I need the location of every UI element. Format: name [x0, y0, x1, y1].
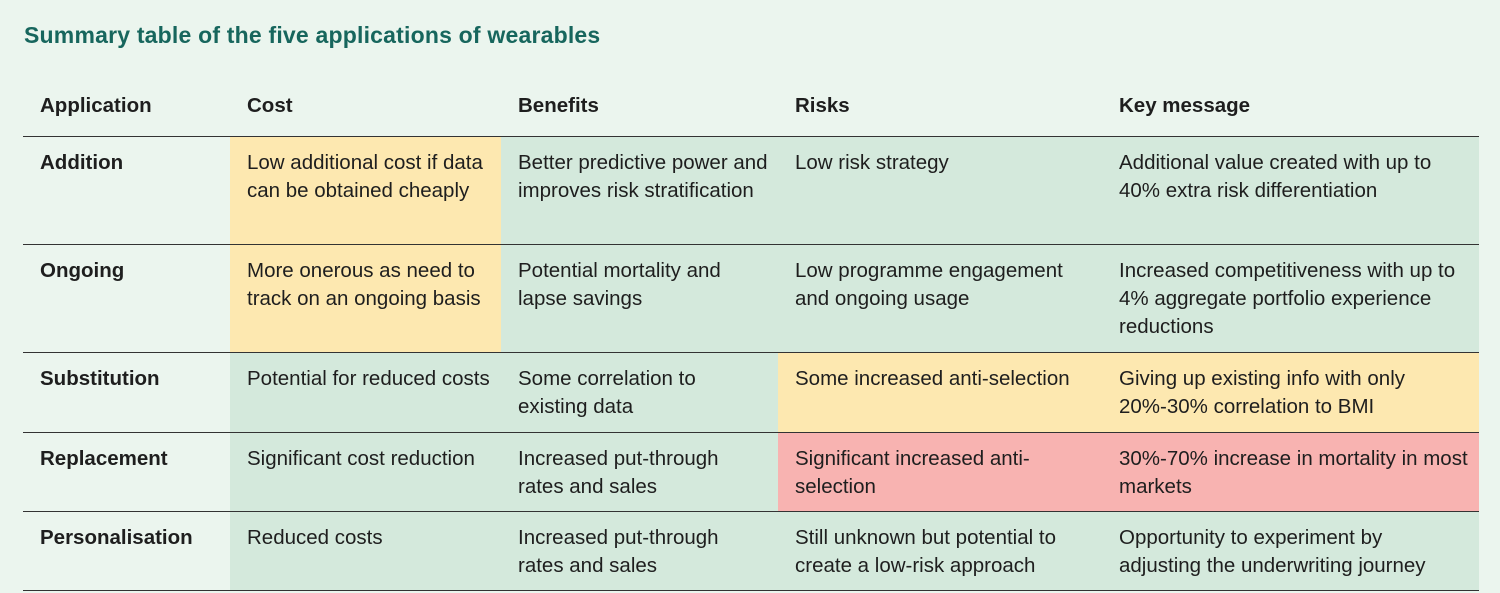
cell-benefits: Better predictive power and improves ris… — [501, 136, 778, 245]
cell-key-message: Additional value created with up to 40% … — [1102, 136, 1479, 245]
cell-cost: More onerous as need to track on an ongo… — [230, 244, 501, 353]
header-cost: Cost — [230, 75, 501, 137]
cell-cost: Significant cost reduction — [230, 432, 501, 512]
cell-key-message: Giving up existing info with only 20%-30… — [1102, 352, 1479, 433]
cell-benefits: Increased put-through rates and sales — [501, 511, 778, 591]
cell-cost: Potential for reduced costs — [230, 352, 501, 433]
cell-application: Replacement — [23, 432, 230, 512]
cell-risks: Still unknown but potential to create a … — [778, 511, 1102, 591]
cell-key-message: 30%-70% increase in mortality in most ma… — [1102, 432, 1479, 512]
cell-application: Ongoing — [23, 244, 230, 353]
header-row: Application Cost Benefits Risks Key mess… — [23, 75, 1479, 137]
cell-benefits: Some correlation to existing data — [501, 352, 778, 433]
cell-application: Addition — [23, 136, 230, 245]
table-row: Ongoing More onerous as need to track on … — [23, 244, 1479, 353]
cell-risks: Low risk strategy — [778, 136, 1102, 245]
cell-cost: Low additional cost if data can be obtai… — [230, 136, 501, 245]
header-risks: Risks — [778, 75, 1102, 137]
cell-application: Personalisation — [23, 511, 230, 591]
table-row: Addition Low additional cost if data can … — [23, 136, 1479, 245]
cell-key-message: Increased competitiveness with up to 4% … — [1102, 244, 1479, 353]
cell-cost: Reduced costs — [230, 511, 501, 591]
header-application: Application — [23, 75, 230, 137]
cell-benefits: Increased put-through rates and sales — [501, 432, 778, 512]
cell-benefits: Potential mortality and lapse savings — [501, 244, 778, 353]
table-row: Personalisation Reduced costs Increased pu… — [23, 511, 1479, 591]
cell-key-message: Opportunity to experiment by adjusting t… — [1102, 511, 1479, 591]
cell-risks: Low programme engagement and ongoing usa… — [778, 244, 1102, 353]
summary-table: Application Cost Benefits Risks Key mess… — [23, 75, 1479, 591]
table-row: Replacement Significant cost reduction Inc… — [23, 432, 1479, 512]
header-key-message: Key message — [1102, 75, 1479, 137]
cell-risks: Significant increased anti-selection — [778, 432, 1102, 512]
table-title: Summary table of the five applications o… — [24, 22, 601, 48]
header-benefits: Benefits — [501, 75, 778, 137]
table-row: Substitution Potential for reduced costs S… — [23, 352, 1479, 433]
cell-application: Substitution — [23, 352, 230, 433]
cell-risks: Some increased anti-selection — [778, 352, 1102, 433]
